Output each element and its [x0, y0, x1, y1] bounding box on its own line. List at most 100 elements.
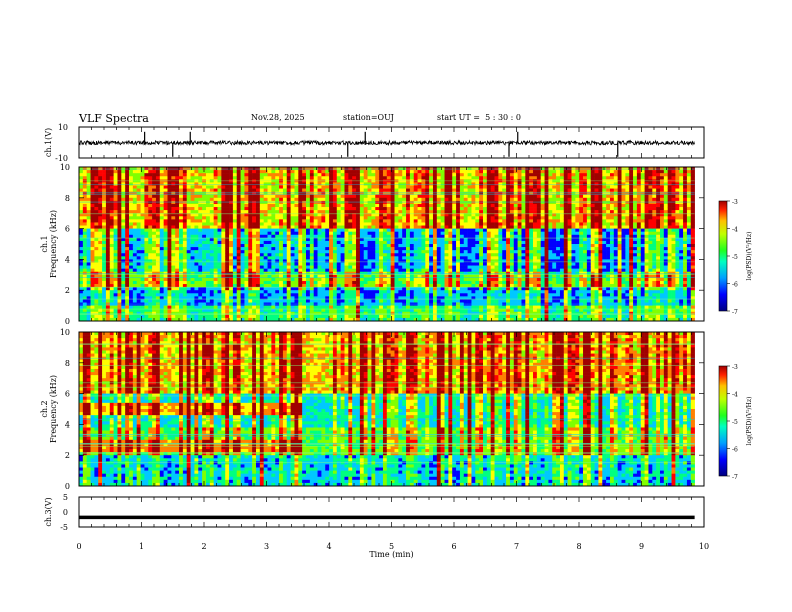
ch1-spectrogram-cell — [329, 237, 334, 242]
ch1-spectrogram-cell — [344, 188, 349, 192]
ch1-spectrogram-cell — [409, 213, 415, 217]
ch1-spectrogram-cell — [232, 228, 238, 232]
ch1-spectrogram-cell — [155, 240, 161, 245]
ch1-spectrogram-cell — [167, 237, 172, 242]
ch1-spectrogram-cell — [136, 250, 141, 254]
ch1-spectrogram-cell — [86, 200, 91, 205]
ch1-spectrogram-cell — [86, 194, 91, 199]
ch1-spectrogram-cell — [448, 216, 453, 220]
ch1-spectrogram-cell — [209, 167, 214, 171]
ch1-spectrogram-cell — [179, 194, 184, 199]
ch1-spectrogram-cell — [232, 253, 238, 257]
ch1-spectrogram-cell — [86, 314, 91, 319]
ch1-spectrogram-cell — [163, 231, 168, 236]
ch1-spectrogram-cell — [205, 259, 211, 263]
ch1-spectrogram-cell — [236, 237, 241, 242]
ch1-spectrogram-cell — [217, 210, 222, 214]
ch1-spectrogram-cell — [209, 290, 214, 294]
ch1-spectrogram-cell — [317, 219, 322, 223]
ch1-spectrogram-cell — [336, 317, 341, 322]
ch1-spectrogram-cell — [306, 176, 311, 180]
ch1-spectrogram-cell — [436, 231, 441, 236]
ch1-spectrogram-cell — [98, 277, 103, 282]
ch1-spectrogram-cell — [186, 231, 191, 236]
ch1-spectrogram-cell — [267, 231, 272, 236]
ch1-spectrogram-cell — [263, 234, 268, 239]
ch1-spectrogram-cell — [109, 253, 114, 257]
ch1-spectrogram-cell — [382, 237, 388, 242]
ch1-spectrogram-cell — [282, 284, 288, 288]
ch1-spectrogram-cell — [186, 299, 191, 303]
ch1-spectrogram-cell — [329, 277, 334, 282]
ch1-spectrogram-cell — [309, 210, 315, 214]
ch1-spectrogram-cell — [294, 262, 299, 266]
ch1-spectrogram-cell — [125, 284, 130, 288]
ch1-spectrogram-cell — [125, 203, 130, 208]
ch1-spectrogram-cell — [140, 234, 145, 239]
ch1-spectrogram-cell — [136, 207, 141, 211]
ch1-spectrogram-cell — [129, 265, 134, 269]
ch1-spectrogram-cell — [279, 240, 284, 245]
ch1-spectrogram-cell — [217, 284, 222, 288]
ch1-spectrogram-cell — [263, 308, 268, 313]
ch1-spectrogram-cell — [398, 314, 403, 319]
ch1-spectrogram-cell — [152, 231, 157, 236]
ch1-spectrogram-cell — [348, 167, 353, 171]
ch1-spectrogram-cell — [240, 167, 245, 171]
ch1-spectrogram-cell — [402, 197, 407, 202]
ch1-spectrogram-cell — [225, 317, 230, 322]
ch1-spectrogram-cell — [263, 222, 268, 226]
ch1-spectrogram-cell — [98, 290, 103, 294]
ch1-spectrogram-cell — [86, 210, 91, 214]
ch1-spectrogram-cell — [113, 237, 118, 242]
ch1-spectrogram-cell — [359, 280, 365, 285]
ch1-spectrogram-cell — [259, 296, 264, 300]
ch1-spectrogram-cell — [406, 234, 411, 239]
ch1-spectrogram-cell — [332, 194, 338, 199]
ch1-spectrogram-cell — [244, 262, 249, 266]
ch1-spectrogram-cell — [452, 185, 457, 189]
ch1-spectrogram-cell — [255, 250, 261, 254]
ch1-spectrogram-cell — [432, 216, 438, 220]
ch1-spectrogram-cell — [79, 237, 84, 242]
ch1-spectrogram-cell — [440, 265, 445, 269]
ch1-spectrogram-cell — [117, 274, 122, 279]
ch1-spectrogram-cell — [332, 173, 338, 177]
ch1-spectrogram-cell — [117, 231, 122, 236]
ch1-spectrogram-cell — [359, 222, 365, 226]
ch1-spectrogram-cell — [198, 274, 203, 279]
ch1-spectrogram-cell — [432, 293, 438, 297]
ch1-spectrogram-cell — [317, 274, 322, 279]
ch1-spectrogram-cell — [248, 194, 253, 199]
ch1-spectrogram-cell — [271, 280, 276, 285]
ch1-spectrogram-cell — [152, 234, 157, 239]
ch1-spectrogram-cell — [248, 225, 253, 229]
ch1-spectrogram-cell — [432, 244, 438, 248]
ch1-spectrogram-cell — [429, 185, 434, 189]
ch1-spectrogram-cell — [105, 305, 111, 309]
ch1-spectrogram-cell — [382, 250, 388, 254]
ch1-spectrogram-cell — [136, 176, 141, 180]
ch1-spectrogram-cell — [432, 284, 438, 288]
ch1-spectrogram-cell — [171, 280, 176, 285]
ch1-spectrogram-cell — [275, 293, 280, 297]
ch1-spectrogram-cell — [229, 234, 234, 239]
ch1-spectrogram-cell — [448, 308, 453, 313]
ch1-spectrogram-cell — [90, 287, 95, 291]
ch1-spectrogram-cell — [125, 308, 130, 313]
ch1-spectrogram-cell — [321, 194, 326, 199]
ch1-spectrogram-cell — [382, 185, 388, 189]
ch1-spectrogram-cell — [248, 234, 253, 239]
ch1-spectrogram-cell — [309, 253, 315, 257]
ch1-spectrogram-cell — [244, 191, 249, 196]
ch1-spectrogram-cell — [136, 284, 141, 288]
ch1-spectrogram-cell — [171, 268, 176, 273]
ch1-spectrogram-cell — [86, 250, 91, 254]
ch1-spectrogram-cell — [209, 231, 214, 236]
ch1-spectrogram-cell — [221, 259, 226, 263]
ch1-spectrogram-cell — [448, 240, 453, 245]
ch1-spectrogram-cell — [121, 240, 126, 245]
ch1-spectrogram-cell — [417, 228, 422, 232]
ch1-spectrogram-cell — [332, 170, 338, 174]
ch1-spectrogram-cell — [417, 250, 422, 254]
